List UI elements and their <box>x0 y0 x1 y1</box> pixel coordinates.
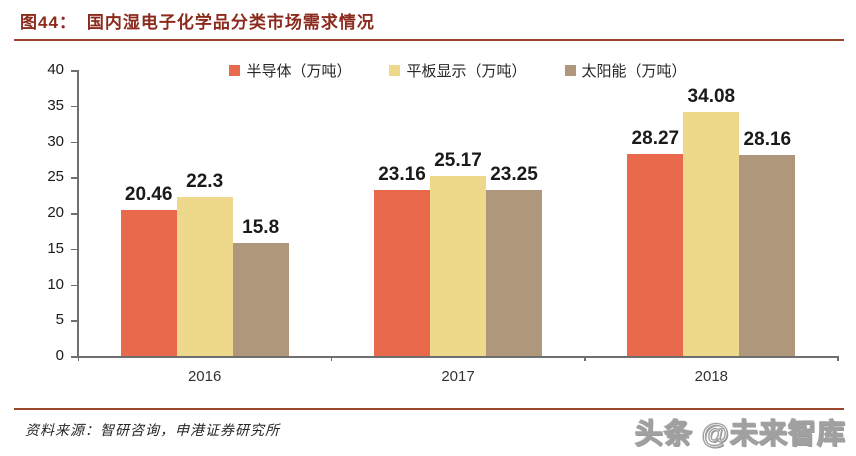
legend-label: 平板显示（万吨） <box>406 63 527 80</box>
x-axis-tick <box>77 356 79 361</box>
y-tick-label: 35 <box>47 96 64 114</box>
y-axis-tick <box>71 320 77 322</box>
y-axis-tick <box>71 213 77 215</box>
bar <box>374 190 430 356</box>
legend-label: 太阳能（万吨） <box>581 63 687 80</box>
bar-value-label: 15.8 <box>242 217 280 239</box>
bar <box>683 112 740 356</box>
title-divider <box>14 39 844 41</box>
legend-item: 半导体（万吨） <box>229 60 351 81</box>
bar <box>739 154 796 356</box>
chart-legend: 半导体（万吨） 平板显示（万吨） 太阳能（万吨） <box>78 60 838 81</box>
x-axis-tick <box>837 356 839 361</box>
y-tick-label: 20 <box>47 204 64 221</box>
bar-value-label: 23.16 <box>378 164 426 186</box>
y-axis-tick <box>71 105 77 108</box>
bar <box>486 189 542 356</box>
bar-value-label: 23.25 <box>490 163 538 185</box>
bar-value-label: 34.08 <box>687 86 736 108</box>
bar-value-label: 25.17 <box>434 150 482 172</box>
figure-number: 图44： <box>20 13 77 32</box>
figure-title: 图44： 国内湿电子化学品分类市场需求情况 <box>20 8 375 33</box>
bar-value-label: 28.16 <box>743 128 792 150</box>
y-axis-tick <box>71 177 77 179</box>
x-category-label: 2016 <box>187 368 222 385</box>
legend-swatch-icon <box>389 65 401 76</box>
y-tick-label: 15 <box>47 239 64 257</box>
x-category-label: 2017 <box>441 368 475 385</box>
x-axis-tick <box>584 356 586 361</box>
legend-swatch-icon <box>564 65 576 76</box>
bar-value-label: 28.27 <box>631 127 680 149</box>
legend-item: 太阳能（万吨） <box>564 60 687 81</box>
y-tick-label: 5 <box>55 311 64 329</box>
y-axis-tick <box>71 70 77 72</box>
bar <box>232 243 289 356</box>
y-axis <box>77 70 79 356</box>
legend-item: 平板显示（万吨） <box>389 60 527 81</box>
bar <box>176 196 233 356</box>
x-axis <box>77 356 838 358</box>
y-tick-label: 0 <box>55 347 64 364</box>
legend-label: 半导体（万吨） <box>246 63 352 80</box>
source-note: 资料来源：智研咨询，申港证券研究所 <box>25 424 280 439</box>
bar <box>120 209 177 356</box>
y-tick-label: 25 <box>47 168 64 186</box>
figure-title-text: 国内湿电子化学品分类市场需求情况 <box>86 13 375 32</box>
bar-value-label: 20.46 <box>124 183 173 205</box>
y-axis-tick <box>71 141 77 143</box>
bar <box>627 153 684 356</box>
footer-divider <box>14 408 844 410</box>
x-category-label: 2018 <box>694 368 729 385</box>
y-axis-tick <box>71 284 77 286</box>
y-axis-tick <box>71 356 77 358</box>
y-tick-label: 30 <box>47 132 64 150</box>
legend-swatch-icon <box>229 65 241 76</box>
y-tick-label: 40 <box>47 61 64 78</box>
y-tick-label: 10 <box>47 275 64 293</box>
bar <box>430 176 486 356</box>
bar-value-label: 22.3 <box>186 170 224 192</box>
watermark: 头条 @未来智库 <box>634 417 846 449</box>
x-axis-tick <box>330 356 333 361</box>
y-axis-tick <box>71 248 77 251</box>
